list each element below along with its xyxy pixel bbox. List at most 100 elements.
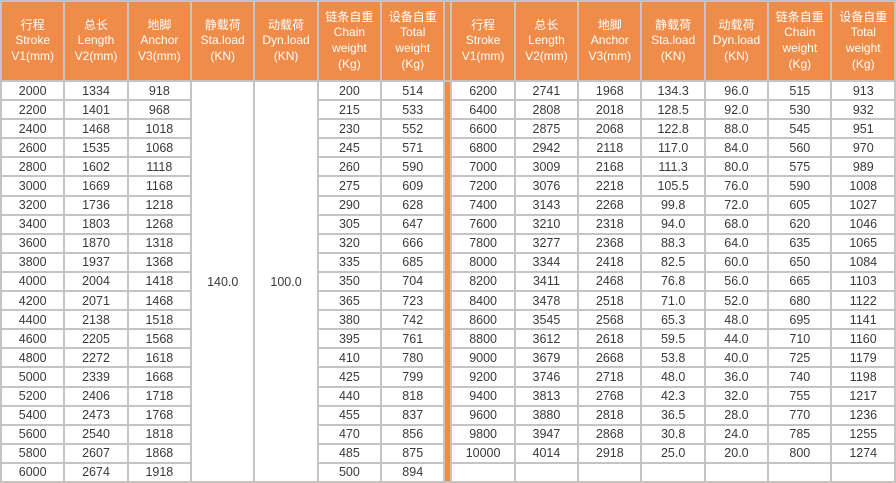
cell-total-weight-left: 780	[382, 349, 444, 367]
cell-dyn-load-right: 92.0	[705, 101, 768, 119]
cell-total-weight-right: 1084	[832, 253, 894, 271]
cell-length-right: 2875	[515, 120, 578, 138]
cell-chain-weight-left: 200	[318, 82, 381, 100]
cell-anchor-right: 2868	[579, 425, 641, 443]
cell-length-left: 2138	[65, 311, 127, 329]
cell-stroke-left: 3800	[2, 253, 64, 271]
cell-chain-weight-right: 545	[769, 120, 831, 138]
cell-anchor-left: 1668	[128, 368, 191, 386]
cell-stroke-left: 5000	[2, 368, 64, 386]
cell-anchor-left: 968	[128, 101, 191, 119]
cell-stroke-left: 2200	[2, 101, 64, 119]
cell-stroke-right	[452, 463, 514, 481]
cell-sta-load-right: 105.5	[642, 177, 704, 195]
cell-anchor-right: 2568	[579, 311, 641, 329]
table-row: 2200 1401 968 215 533 6400 2808 2018 128.5 92.0 53…	[2, 101, 894, 119]
cell-length-right: 3076	[515, 177, 578, 195]
cell-total-weight-left: 837	[382, 406, 444, 424]
cell-dyn-load-right: 24.0	[705, 425, 768, 443]
cell-chain-weight-right: 530	[769, 101, 831, 119]
cell-chain-weight-right: 770	[769, 406, 831, 424]
cell-total-weight-right: 1122	[832, 292, 894, 310]
cell-chain-weight-right: 620	[769, 215, 831, 233]
cell-anchor-right: 2668	[579, 349, 641, 367]
table-row: 5200 2406 1718 440 818 9400 3813 2768 42.3 32.0 75…	[2, 387, 894, 405]
cell-chain-weight-left: 275	[318, 177, 381, 195]
cell-anchor-left: 1518	[128, 311, 191, 329]
cell-length-left: 2272	[65, 349, 127, 367]
cell-length-left: 2607	[65, 444, 127, 462]
cell-chain-weight-left: 350	[318, 272, 381, 291]
cell-anchor-left: 1018	[128, 120, 191, 138]
cell-anchor-left: 1568	[128, 330, 191, 348]
table-row: 4000 2004 1418 350 704 8200 3411 2468 76.8 56.0 66…	[2, 272, 894, 291]
cell-total-weight-left: 590	[382, 158, 444, 176]
cell-total-weight-right: 913	[832, 82, 894, 100]
cell-length-right: 3947	[515, 425, 578, 443]
cell-chain-weight-left: 365	[318, 292, 381, 310]
table-row: 5400 2473 1768 455 837 9600 3880 2818 36.5 28.0 77…	[2, 406, 894, 424]
cell-length-left: 1401	[65, 101, 127, 119]
cell-stroke-left: 5600	[2, 425, 64, 443]
col-header-sta-load-right: 静载荷 Sta.load (KN)	[642, 2, 704, 80]
cell-length-right: 2741	[515, 82, 578, 100]
cell-length-right: 3009	[515, 158, 578, 176]
cell-stroke-left: 3400	[2, 215, 64, 233]
cell-total-weight-left: 818	[382, 387, 444, 405]
cell-stroke-right: 8200	[452, 272, 514, 291]
cell-stroke-right: 7800	[452, 234, 514, 252]
cell-total-weight-right: 932	[832, 101, 894, 119]
cell-total-weight-right: 1179	[832, 349, 894, 367]
cell-stroke-left: 6000	[2, 463, 64, 481]
cell-sta-load-right: 59.5	[642, 330, 704, 348]
cell-stroke-left: 2600	[2, 139, 64, 157]
cell-length-left: 1535	[65, 139, 127, 157]
cell-dyn-load-right: 20.0	[705, 444, 768, 462]
cell-chain-weight-left: 230	[318, 120, 381, 138]
cell-total-weight-right: 970	[832, 139, 894, 157]
cell-length-left: 1468	[65, 120, 127, 138]
cell-chain-weight-left: 260	[318, 158, 381, 176]
cell-chain-weight-left: 290	[318, 196, 381, 214]
cell-chain-weight-right: 755	[769, 387, 831, 405]
cell-dyn-load-right: 56.0	[705, 272, 768, 291]
cell-dyn-load-right: 96.0	[705, 82, 768, 100]
cell-length-right: 3344	[515, 253, 578, 271]
cell-length-right: 3813	[515, 387, 578, 405]
cell-anchor-right: 2018	[579, 101, 641, 119]
cell-length-left: 2004	[65, 272, 127, 291]
cell-chain-weight-right: 590	[769, 177, 831, 195]
cell-dyn-load-left-merged: 100.0	[255, 82, 317, 481]
spec-table-body: 2000 1334 918 140.0 100.0 200 514 6200 2741 1968 1…	[2, 82, 894, 481]
cell-stroke-right: 7600	[452, 215, 514, 233]
spec-table-header: 行程 Stroke V1(mm) 总长 Length V2(mm) 地脚 Ancho…	[2, 2, 894, 80]
cell-anchor-right: 2718	[579, 368, 641, 386]
cell-length-left: 2339	[65, 368, 127, 386]
cell-total-weight-right: 1274	[832, 444, 894, 462]
cell-sta-load-right: 134.3	[642, 82, 704, 100]
cell-total-weight-right: 989	[832, 158, 894, 176]
cell-stroke-left: 4600	[2, 330, 64, 348]
cell-stroke-left: 5200	[2, 387, 64, 405]
cell-total-weight-left: 647	[382, 215, 444, 233]
cell-anchor-left: 1768	[128, 406, 191, 424]
cell-chain-weight-left: 500	[318, 463, 381, 481]
cell-total-weight-left: 742	[382, 311, 444, 329]
cell-length-right: 3210	[515, 215, 578, 233]
cell-anchor-left: 1868	[128, 444, 191, 462]
cell-length-right	[515, 463, 578, 481]
cell-sta-load-right: 117.0	[642, 139, 704, 157]
cell-length-left: 2674	[65, 463, 127, 481]
cell-stroke-left: 2400	[2, 120, 64, 138]
cell-sta-load-left-merged: 140.0	[192, 82, 254, 481]
cell-dyn-load-right: 60.0	[705, 253, 768, 271]
cell-anchor-right: 2418	[579, 253, 641, 271]
half-divider-stripe	[445, 82, 451, 481]
cell-anchor-left: 1368	[128, 253, 191, 271]
cell-chain-weight-right: 650	[769, 253, 831, 271]
cell-dyn-load-right: 76.0	[705, 177, 768, 195]
cell-length-right: 3277	[515, 234, 578, 252]
cell-anchor-left: 1318	[128, 234, 191, 252]
cell-total-weight-right: 1141	[832, 311, 894, 329]
col-header-stroke-right: 行程 Stroke V1(mm)	[452, 2, 514, 80]
